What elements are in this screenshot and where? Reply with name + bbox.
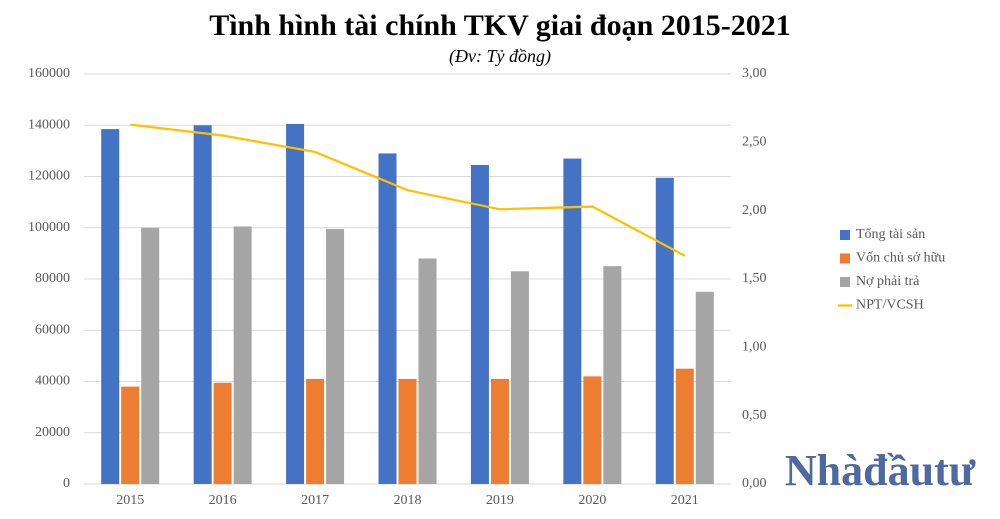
watermark: Nhàđầutư: [785, 446, 976, 495]
bar: [583, 376, 602, 484]
bar: [306, 378, 325, 484]
x-tick-label: 2019: [486, 493, 514, 508]
y2-tick-label: 2,50: [742, 135, 767, 150]
legend-label: Tổng tài sản: [856, 227, 925, 242]
bar: [326, 229, 345, 484]
bar: [675, 368, 694, 484]
legend-label: Vốn chủ sở hữu: [856, 251, 945, 266]
y-tick-label: 160000: [28, 66, 70, 81]
x-tick-label: 2018: [394, 493, 422, 508]
y2-tick-label: 2,00: [742, 203, 767, 218]
y-tick-label: 40000: [35, 374, 70, 389]
chart-title: Tình hình tài chính TKV giai đoạn 2015-2…: [209, 9, 791, 42]
bar: [378, 153, 397, 484]
bar: [101, 129, 120, 484]
y2-tick-label: 0,50: [742, 408, 767, 423]
y-tick-label: 140000: [28, 117, 70, 132]
bar: [470, 164, 489, 484]
y-tick-label: 0: [63, 476, 70, 491]
bar: [490, 378, 509, 484]
bar: [398, 378, 417, 484]
bar: [141, 227, 160, 484]
line: [130, 123, 686, 257]
legend-swatch: [840, 277, 850, 287]
legend-swatch: [840, 253, 850, 264]
bar: [213, 382, 232, 484]
x-tick-label: 2021: [671, 493, 699, 508]
bar: [603, 266, 622, 484]
bar: [418, 258, 437, 484]
legend-label: Nợ phải trả: [856, 274, 920, 289]
y-tick-label: 80000: [35, 271, 70, 286]
bar: [695, 291, 714, 484]
legend-label: NPT/VCSH: [856, 298, 924, 313]
chart-subtitle: (Đv: Tỷ đồng): [449, 46, 551, 67]
y-tick-label: 20000: [35, 425, 70, 440]
bar: [563, 158, 582, 484]
y2-tick-label: 1,50: [742, 271, 767, 286]
legend-swatch: [840, 230, 850, 240]
y2-tick-label: 1,00: [742, 340, 767, 355]
x-tick-label: 2015: [116, 493, 144, 508]
x-tick-label: 2017: [301, 493, 329, 508]
bar: [121, 386, 140, 484]
bar: [655, 177, 674, 484]
y2-tick-label: 3,00: [742, 66, 767, 81]
x-tick-label: 2016: [209, 493, 237, 508]
y-tick-label: 60000: [35, 322, 70, 337]
bar: [286, 123, 305, 484]
y-tick-label: 100000: [28, 220, 70, 235]
bar: [233, 226, 252, 484]
x-tick-label: 2020: [578, 493, 606, 508]
bar: [510, 271, 529, 484]
y2-tick-label: 0,00: [742, 476, 767, 491]
y-tick-label: 120000: [28, 169, 70, 184]
bar: [193, 125, 212, 484]
